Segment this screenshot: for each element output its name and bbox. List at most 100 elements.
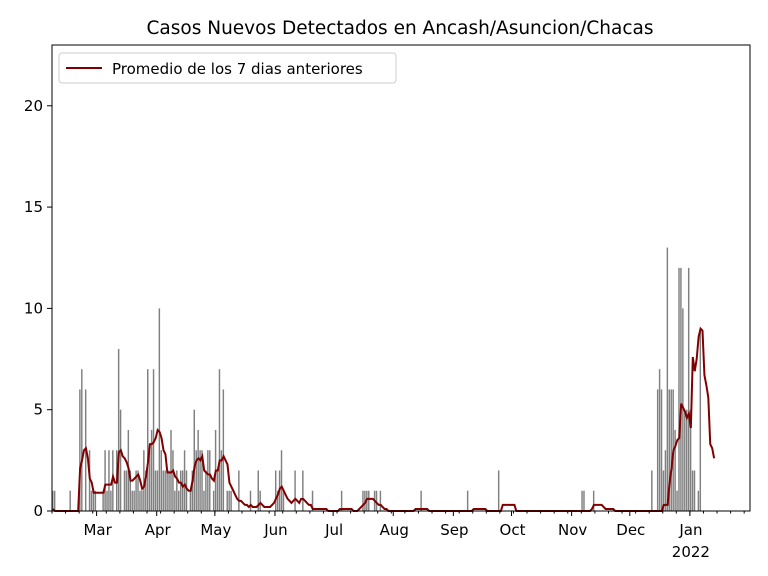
bar xyxy=(53,490,56,511)
bar xyxy=(191,470,194,511)
bar xyxy=(686,409,688,511)
x-year-label: 2022 xyxy=(672,543,710,561)
bar xyxy=(276,490,279,511)
bar xyxy=(693,470,696,511)
bar xyxy=(150,429,153,511)
bar xyxy=(420,490,422,511)
bar xyxy=(658,369,661,511)
bar xyxy=(666,247,669,511)
x-tick-label: Sep xyxy=(440,521,468,539)
bar xyxy=(207,450,209,511)
bar xyxy=(195,450,197,511)
bar xyxy=(154,470,157,511)
y-axis: 0 5 10 15 20 xyxy=(24,97,52,520)
x-tick-label: Dec xyxy=(616,521,645,539)
bar xyxy=(687,267,690,511)
bar xyxy=(375,490,378,511)
plot-frame xyxy=(51,44,751,512)
bar xyxy=(228,490,230,511)
bar xyxy=(92,490,95,511)
bar xyxy=(691,470,694,511)
bar xyxy=(123,470,126,511)
bar xyxy=(131,490,133,511)
x-tick-label: Mar xyxy=(83,521,112,539)
x-tick-label: Apr xyxy=(145,521,172,539)
x-tick-label: Aug xyxy=(380,521,409,539)
bar xyxy=(143,450,145,511)
bar xyxy=(697,490,700,511)
bar xyxy=(592,490,595,511)
x-axis: Mar Apr May Jun Jul Aug Sep Oct Nov Dec Jan 2022 xyxy=(51,511,745,561)
y-tick-label: 0 xyxy=(33,502,43,520)
bar xyxy=(162,470,164,511)
bar xyxy=(193,409,195,511)
bar xyxy=(160,450,163,511)
bar xyxy=(176,470,178,511)
bar xyxy=(274,470,277,511)
bar xyxy=(294,470,296,511)
bar xyxy=(179,470,182,511)
bar xyxy=(689,409,692,511)
x-tick-label: Jul xyxy=(324,521,343,539)
bar xyxy=(249,490,252,511)
bar xyxy=(201,450,203,511)
bar xyxy=(280,450,283,511)
bar xyxy=(69,490,71,511)
bar xyxy=(682,308,684,511)
bar xyxy=(168,470,170,511)
bar xyxy=(148,450,151,511)
bar xyxy=(362,490,364,511)
bar xyxy=(119,409,122,511)
bar xyxy=(172,450,174,511)
y-tick-label: 15 xyxy=(24,198,43,216)
bar xyxy=(88,450,91,511)
bar xyxy=(656,389,659,511)
bar xyxy=(117,348,120,511)
legend: Promedio de los 7 dias anteriores xyxy=(58,52,397,84)
bar xyxy=(651,470,653,511)
bar xyxy=(205,470,207,511)
x-tick-label: Jan xyxy=(678,521,702,539)
bar xyxy=(311,490,314,511)
bar xyxy=(466,490,469,511)
bar xyxy=(699,328,702,511)
bar xyxy=(660,389,663,511)
bar xyxy=(497,470,500,511)
bar xyxy=(257,470,259,511)
bar xyxy=(368,490,370,511)
bar xyxy=(282,490,285,511)
bar xyxy=(226,490,228,511)
bar xyxy=(684,409,686,511)
bar xyxy=(170,429,172,511)
bar xyxy=(133,490,135,511)
bar xyxy=(676,490,678,511)
y-tick-label: 10 xyxy=(24,299,43,317)
bar xyxy=(670,389,672,511)
bar xyxy=(106,490,108,511)
bar xyxy=(674,429,676,511)
bar xyxy=(379,490,382,511)
bar xyxy=(158,308,161,511)
bar xyxy=(94,490,97,511)
legend-box xyxy=(58,52,397,84)
bar xyxy=(680,267,682,511)
bar xyxy=(678,267,680,511)
bar xyxy=(104,450,106,511)
bar xyxy=(222,389,225,511)
bar xyxy=(125,470,128,511)
bar xyxy=(156,470,159,511)
bar xyxy=(185,470,188,511)
chart-title: Casos Nuevos Detectados en Ancash/Asunci… xyxy=(147,18,654,39)
bar xyxy=(145,470,147,511)
x-tick-label: Jun xyxy=(263,521,287,539)
bar xyxy=(183,450,186,511)
bar xyxy=(203,490,205,511)
bar xyxy=(218,369,221,511)
bar xyxy=(340,490,343,511)
bar xyxy=(110,490,112,511)
bar xyxy=(220,450,223,511)
bar xyxy=(238,470,240,511)
bar xyxy=(212,490,215,511)
bar xyxy=(209,450,211,511)
bar xyxy=(139,490,141,511)
